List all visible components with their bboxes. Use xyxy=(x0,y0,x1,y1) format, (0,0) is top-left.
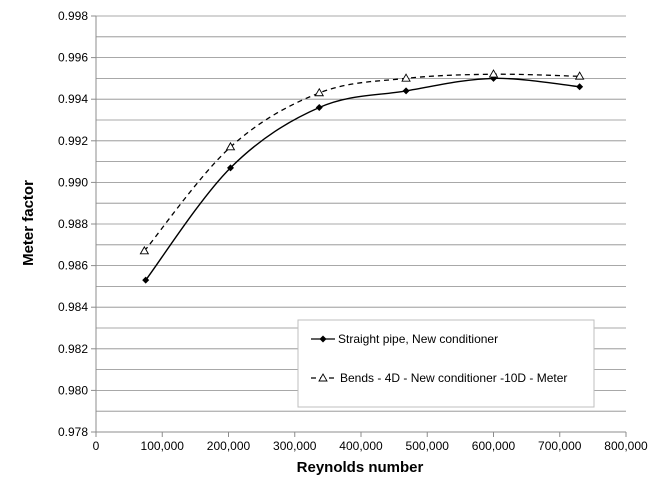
x-tick-label: 400,000 xyxy=(339,439,383,453)
legend-label: Bends - 4D - New conditioner -10D - Mete… xyxy=(340,371,567,385)
y-tick-label: 0.998 xyxy=(58,9,88,23)
x-tick-label: 0 xyxy=(93,439,100,453)
x-tick-label: 800,000 xyxy=(604,439,648,453)
x-tick-label: 700,000 xyxy=(538,439,582,453)
x-tick-label: 600,000 xyxy=(472,439,516,453)
y-tick-label: 0.990 xyxy=(58,175,88,189)
legend-triangle-marker xyxy=(318,373,328,382)
data-point-diamond xyxy=(142,276,150,284)
y-tick-label: 0.994 xyxy=(58,92,88,106)
x-tick-label: 500,000 xyxy=(406,439,450,453)
y-tick-label: 0.996 xyxy=(58,51,88,65)
series-straight-pipe xyxy=(142,74,584,284)
x-tick-label: 100,000 xyxy=(141,439,185,453)
data-point-diamond xyxy=(402,87,410,95)
legend-box xyxy=(297,319,595,408)
data-point-triangle xyxy=(314,87,325,97)
y-tick-label: 0.986 xyxy=(58,259,88,273)
series-line xyxy=(143,73,580,252)
y-axis-title: Meter factor xyxy=(20,180,37,266)
y-tick-label: 0.982 xyxy=(58,342,88,356)
legend-label: Straight pipe, New conditioner xyxy=(338,332,498,346)
data-point-triangle xyxy=(488,69,499,78)
y-tick-label: 0.984 xyxy=(58,300,88,314)
series-line xyxy=(145,77,580,281)
series-layer xyxy=(139,69,585,284)
data-point-triangle xyxy=(574,71,585,80)
data-point-diamond xyxy=(315,104,323,112)
data-point-triangle xyxy=(225,141,236,151)
x-tick-label: 300,000 xyxy=(273,439,317,453)
y-tick-label: 0.978 xyxy=(58,425,88,439)
data-point-triangle xyxy=(401,73,411,82)
data-point-diamond xyxy=(226,164,234,172)
y-tick-label: 0.980 xyxy=(58,383,88,397)
series-bends xyxy=(139,69,585,255)
tick-labels: 0.978 0.980 0.982 0.984 0.986 0.988 0.990 0.992… xyxy=(58,9,648,453)
x-tick-label: 200,000 xyxy=(207,439,251,453)
data-point-diamond xyxy=(576,83,584,91)
legend-entry-straight-pipe: Straight pipe, New conditioner xyxy=(311,332,498,346)
legend: Straight pipe, New conditioner Bends - 4… xyxy=(297,319,595,408)
y-tick-label: 0.992 xyxy=(58,134,88,148)
axes xyxy=(91,15,627,437)
legend-entry-bends: Bends - 4D - New conditioner -10D - Mete… xyxy=(311,371,567,385)
legend-diamond-marker xyxy=(319,335,327,343)
data-point-triangle xyxy=(139,245,150,255)
grid xyxy=(96,15,626,433)
y-tick-label: 0.988 xyxy=(58,217,88,231)
x-axis-title: Reynolds number xyxy=(297,459,424,476)
